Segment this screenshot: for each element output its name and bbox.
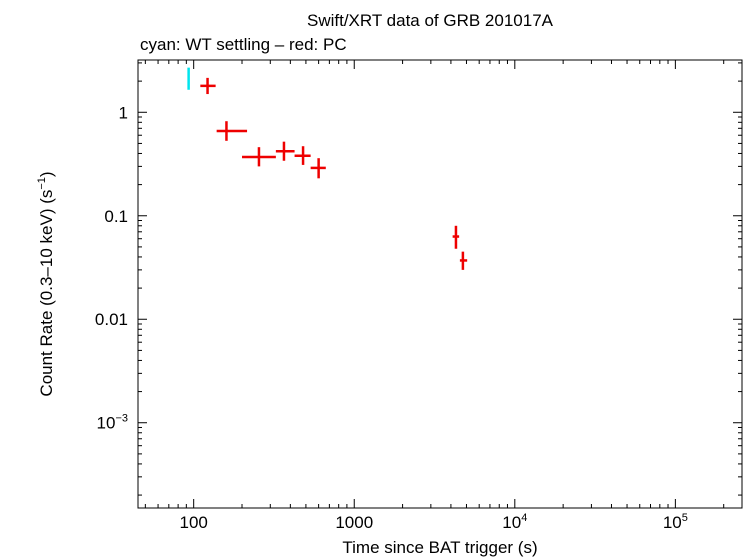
x-tick-label-base: 10 <box>502 513 521 532</box>
y-tick-label: 0.01 <box>95 310 128 329</box>
data-point <box>187 67 190 90</box>
plot-frame <box>137 59 743 509</box>
x-tick-label: 104 <box>502 512 527 532</box>
chart-subtitle: cyan: WT settling – red: PC <box>140 35 347 54</box>
data-point <box>452 225 460 249</box>
y-axis-label-close: ) <box>37 171 56 177</box>
data-point <box>200 77 216 95</box>
data-point <box>242 147 276 167</box>
data-point <box>216 121 248 141</box>
x-tick-label-base: 10 <box>663 513 682 532</box>
y-tick-label-base: 1 <box>119 103 128 122</box>
data-point <box>459 251 468 270</box>
y-axis-label-main: Count Rate (0.3–10 keV) (s <box>37 190 56 397</box>
data-point <box>294 146 311 165</box>
x-tick-label: 1000 <box>335 513 373 532</box>
minor-ticks <box>138 60 742 508</box>
y-tick-label-exponent: −3 <box>115 413 128 425</box>
data-point <box>275 141 295 161</box>
y-tick-label-base: 0.1 <box>104 207 128 226</box>
y-tick-label: 10−3 <box>97 413 128 433</box>
y-axis-label: Count Rate (0.3–10 keV) (s−1) <box>36 171 56 396</box>
x-tick-label-base: 100 <box>179 513 207 532</box>
major-ticks <box>138 60 742 508</box>
y-tick-label: 1 <box>119 103 128 122</box>
y-axis-label-sup: −1 <box>36 177 48 190</box>
chart-title: Swift/XRT data of GRB 201017A <box>307 11 554 30</box>
x-tick-label-exponent: 5 <box>682 512 688 524</box>
y-tick-label-base: 0.01 <box>95 310 128 329</box>
x-tick-label-exponent: 4 <box>521 512 527 524</box>
data-points <box>187 67 468 270</box>
x-tick-label: 105 <box>663 512 688 532</box>
y-tick-label-base: 10 <box>97 414 116 433</box>
x-tick-label-base: 1000 <box>335 513 373 532</box>
x-axis-label: Time since BAT trigger (s) <box>342 538 537 557</box>
x-tick-label: 100 <box>179 513 207 532</box>
data-point <box>310 158 326 179</box>
y-tick-label: 0.1 <box>104 207 128 226</box>
